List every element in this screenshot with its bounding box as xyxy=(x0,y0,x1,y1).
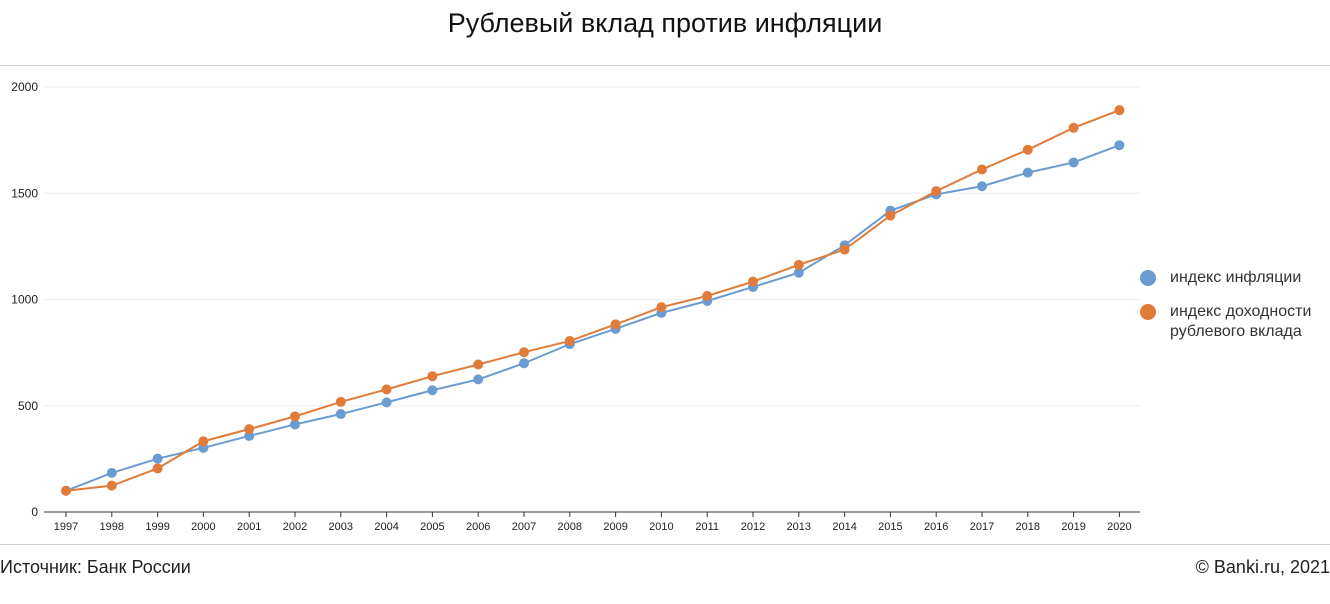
data-point-series-0 xyxy=(152,453,163,464)
x-tick-label: 2000 xyxy=(191,521,215,533)
footer-divider xyxy=(0,544,1330,545)
data-point-series-1 xyxy=(610,319,621,330)
x-tick-label: 1998 xyxy=(100,521,124,533)
x-tick-label: 2010 xyxy=(649,521,673,533)
x-tick-label: 2005 xyxy=(420,521,444,533)
data-point-series-1 xyxy=(702,290,713,301)
x-tick-label: 2004 xyxy=(374,521,398,533)
data-point-series-1 xyxy=(244,424,255,435)
data-point-series-0 xyxy=(335,409,346,420)
legend-item-deposit: индекс доходности рублевого вклада xyxy=(1140,302,1330,342)
x-tick-label: 1997 xyxy=(54,521,78,533)
x-tick-label: 2020 xyxy=(1107,521,1131,533)
x-tick-label: 2011 xyxy=(695,521,719,533)
x-tick-label: 2013 xyxy=(787,521,811,533)
legend-item-inflation: индекс инфляции xyxy=(1140,268,1330,288)
line-chart: 0 500 1000 1500 2000 1997 1998 1999 2000 2001 2002… xyxy=(11,80,1140,533)
x-tick-label: 2008 xyxy=(558,521,582,533)
data-point-series-1 xyxy=(61,485,71,496)
title-divider xyxy=(0,65,1330,66)
x-tick-label: 2012 xyxy=(741,521,765,533)
copyright-note: © Banki.ru, 2021 xyxy=(1195,557,1330,577)
data-point-series-1 xyxy=(748,276,758,287)
data-point-series-1 xyxy=(427,371,438,382)
data-point-series-0 xyxy=(1068,157,1079,168)
data-point-series-1 xyxy=(839,244,850,255)
data-point-series-0 xyxy=(1022,167,1033,178)
data-point-series-0 xyxy=(106,467,117,478)
y-tick-label: 500 xyxy=(18,399,38,413)
y-tick-label: 1500 xyxy=(11,186,38,200)
x-tick-label: 2007 xyxy=(512,521,536,533)
legend-label-deposit: индекс доходности рублевого вклада xyxy=(1170,303,1312,340)
data-point-series-1 xyxy=(290,411,300,422)
data-point-series-0 xyxy=(793,267,804,278)
data-point-series-1 xyxy=(564,335,575,346)
x-tick-label: 2016 xyxy=(924,521,948,533)
x-tick-label: 2002 xyxy=(283,521,307,533)
data-point-series-1 xyxy=(106,480,117,491)
data-point-series-1 xyxy=(1114,105,1125,116)
x-tick-label: 2003 xyxy=(329,521,353,533)
data-point-series-0 xyxy=(381,397,392,408)
data-point-series-0 xyxy=(290,419,300,430)
data-point-series-1 xyxy=(656,302,667,313)
data-point-series-0 xyxy=(1114,140,1125,151)
data-point-series-1 xyxy=(335,396,346,407)
x-tick-label: 2006 xyxy=(466,521,490,533)
data-point-series-0 xyxy=(473,374,484,385)
legend-marker-inflation xyxy=(1140,270,1156,286)
y-tick-label: 0 xyxy=(31,505,38,519)
data-point-series-1 xyxy=(1068,122,1079,133)
series-line-0 xyxy=(65,144,1120,492)
legend-marker-deposit xyxy=(1140,304,1156,320)
data-point-series-1 xyxy=(1022,144,1033,155)
data-point-series-1 xyxy=(977,164,987,175)
x-tick-label: 1999 xyxy=(145,521,169,533)
x-tick-label: 2019 xyxy=(1061,521,1085,533)
data-point-series-1 xyxy=(793,259,804,270)
x-tick-label: 2014 xyxy=(832,521,856,533)
data-point-series-1 xyxy=(519,347,529,358)
x-tick-label: 2001 xyxy=(237,521,261,533)
data-point-series-0 xyxy=(977,181,987,192)
x-tick-label: 2009 xyxy=(603,521,627,533)
x-tick-label: 2017 xyxy=(970,521,994,533)
y-tick-label: 2000 xyxy=(11,80,38,94)
chart-legend: индекс инфляции индекс доходности рублев… xyxy=(1140,268,1330,356)
x-tick-label: 2018 xyxy=(1016,521,1040,533)
chart-title: Рублевый вклад против инфляции xyxy=(447,8,883,38)
data-point-series-0 xyxy=(519,358,529,369)
data-point-series-1 xyxy=(885,210,896,221)
series-line-1 xyxy=(65,109,1120,492)
data-point-series-0 xyxy=(427,385,438,396)
data-point-series-1 xyxy=(931,186,942,197)
data-point-series-1 xyxy=(198,436,209,447)
x-tick-label: 2015 xyxy=(878,521,902,533)
y-tick-label: 1000 xyxy=(11,293,38,307)
data-point-series-1 xyxy=(381,384,392,395)
source-note: Источник: Банк России xyxy=(0,557,191,577)
data-point-series-1 xyxy=(473,359,484,370)
data-point-series-1 xyxy=(152,463,163,474)
legend-label-inflation: индекс инфляции xyxy=(1170,269,1302,286)
